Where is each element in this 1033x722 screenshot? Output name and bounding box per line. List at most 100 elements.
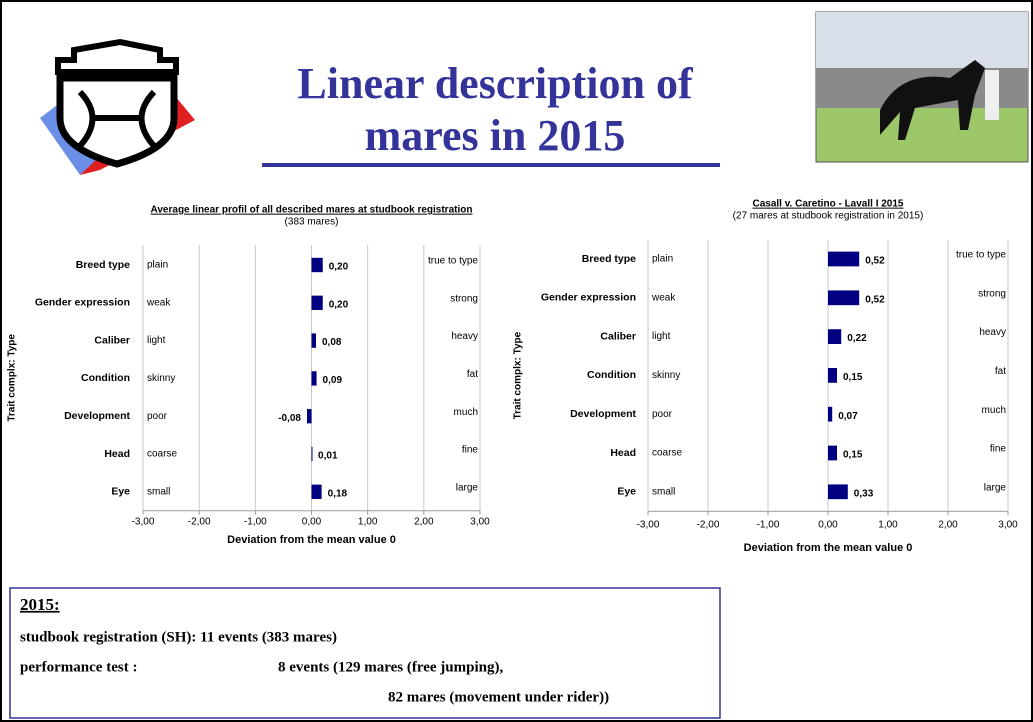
bar xyxy=(828,406,833,422)
category-label: Gender expression xyxy=(35,297,130,309)
x-tick-label: 2,00 xyxy=(414,517,434,528)
value-label: -0,08 xyxy=(278,413,301,424)
low-pole-label: plain xyxy=(147,260,168,271)
category-label: Caliber xyxy=(600,330,636,342)
chart-title: Average linear profil of all described m… xyxy=(151,205,473,216)
high-pole-label: strong xyxy=(450,293,478,304)
category-label: Gender expression xyxy=(541,292,636,304)
x-tick-label: 3,00 xyxy=(998,520,1018,531)
photo xyxy=(815,11,1029,163)
low-pole-label: light xyxy=(147,335,166,346)
x-tick-label: -2,00 xyxy=(188,517,211,528)
value-label: 0,18 xyxy=(328,488,348,499)
slide-title: mares in 2015 xyxy=(365,111,626,160)
low-pole-label: weak xyxy=(651,292,676,303)
bar xyxy=(828,445,837,461)
low-pole-label: light xyxy=(652,331,671,342)
slide-title: Linear description of xyxy=(297,59,694,108)
high-pole-label: heavy xyxy=(451,331,478,342)
summary-line: performance test : xyxy=(20,659,137,675)
bar xyxy=(828,329,842,344)
summary-line: 8 events (129 mares (free jumping), xyxy=(278,659,503,675)
high-pole-label: much xyxy=(454,407,478,418)
logo xyxy=(40,38,195,175)
low-pole-label: poor xyxy=(147,411,168,422)
category-label: Development xyxy=(64,410,130,422)
bar xyxy=(311,295,323,310)
value-label: 0,15 xyxy=(843,372,863,383)
x-tick-label: -3,00 xyxy=(132,517,155,528)
high-pole-label: fat xyxy=(467,369,478,380)
high-pole-label: fat xyxy=(995,366,1006,377)
summary-box xyxy=(9,587,721,719)
high-pole-label: fine xyxy=(990,444,1007,455)
high-pole-label: strong xyxy=(978,288,1006,299)
title-underline xyxy=(262,163,720,167)
x-tick-label: -2,00 xyxy=(697,520,720,531)
category-label: Condition xyxy=(587,369,636,381)
value-label: 0,15 xyxy=(843,450,863,461)
value-label: 0,33 xyxy=(854,488,874,499)
category-label: Condition xyxy=(81,372,130,384)
category-label: Breed type xyxy=(76,259,130,271)
low-pole-label: plain xyxy=(652,254,673,265)
chart-subtitle: (27 mares at studbook registration in 20… xyxy=(733,211,924,222)
bar xyxy=(307,409,312,424)
bar xyxy=(311,257,323,273)
x-tick-label: 1,00 xyxy=(358,517,378,528)
value-label: 0,08 xyxy=(322,337,342,348)
high-pole-label: much xyxy=(982,405,1006,416)
x-tick-label: -1,00 xyxy=(244,517,267,528)
category-label: Development xyxy=(570,408,636,420)
value-label: 0,20 xyxy=(329,299,349,310)
low-pole-label: coarse xyxy=(147,449,177,460)
x-tick-label: 0,00 xyxy=(302,517,322,528)
bar xyxy=(311,333,316,348)
bar xyxy=(311,446,313,462)
x-tick-label: 3,00 xyxy=(470,517,490,528)
x-tick-label: 0,00 xyxy=(818,520,838,531)
low-pole-label: poor xyxy=(652,409,673,420)
bar xyxy=(828,368,837,383)
category-label: Eye xyxy=(111,486,130,498)
x-tick-label: 1,00 xyxy=(878,520,898,531)
bar xyxy=(311,371,317,386)
value-label: 0,52 xyxy=(865,294,885,305)
summary-line: studbook registration (SH): 11 events (3… xyxy=(20,629,337,645)
y-axis-label: Trait complx: Type xyxy=(7,334,18,422)
value-label: 0,52 xyxy=(865,256,885,267)
category-label: Breed type xyxy=(582,253,636,265)
chart-subtitle: (383 mares) xyxy=(285,217,339,228)
x-tick-label: -1,00 xyxy=(757,520,780,531)
summary-heading: 2015: xyxy=(20,595,60,614)
low-pole-label: skinny xyxy=(652,370,680,381)
low-pole-label: coarse xyxy=(652,448,682,459)
low-pole-label: weak xyxy=(146,297,171,308)
bar xyxy=(311,484,322,499)
category-label: Head xyxy=(610,447,636,459)
low-pole-label: small xyxy=(652,486,675,497)
category-label: Head xyxy=(104,448,130,460)
high-pole-label: heavy xyxy=(979,327,1006,338)
summary-line: 82 mares (movement under rider)) xyxy=(388,689,609,705)
chart-title: Casall v. Caretino - Lavall I 2015 xyxy=(753,199,904,210)
value-label: 0,22 xyxy=(847,333,867,344)
value-label: 0,01 xyxy=(318,451,338,462)
value-label: 0,20 xyxy=(329,262,349,273)
high-pole-label: true to type xyxy=(956,250,1006,261)
x-tick-label: 2,00 xyxy=(938,520,958,531)
x-tick-label: -3,00 xyxy=(637,520,660,531)
high-pole-label: large xyxy=(456,482,479,493)
category-label: Caliber xyxy=(94,334,130,346)
x-axis-label: Deviation from the mean value 0 xyxy=(744,542,913,554)
bar xyxy=(828,484,848,500)
low-pole-label: skinny xyxy=(147,373,175,384)
value-label: 0,07 xyxy=(838,411,858,422)
high-pole-label: fine xyxy=(462,445,479,456)
low-pole-label: small xyxy=(147,486,170,497)
high-pole-label: large xyxy=(984,482,1007,493)
x-axis-label: Deviation from the mean value 0 xyxy=(227,534,396,546)
category-label: Eye xyxy=(617,486,636,498)
bar xyxy=(828,251,860,267)
